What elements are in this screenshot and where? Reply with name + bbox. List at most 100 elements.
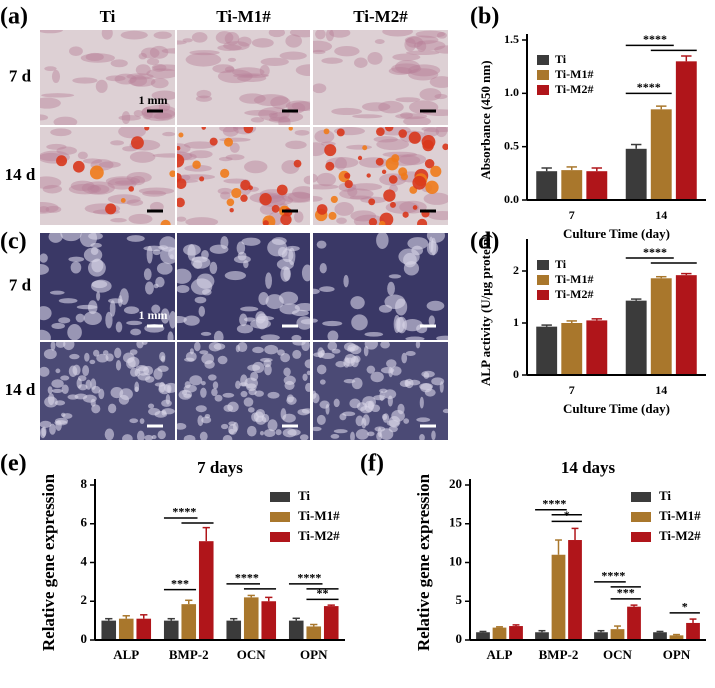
- texture-blob: [109, 300, 116, 317]
- texture-blob: [82, 365, 90, 377]
- texture-blob: [87, 259, 106, 277]
- texture-blob: [67, 394, 79, 400]
- texture-blob: [339, 413, 347, 421]
- bar: [509, 626, 523, 640]
- texture-blob: [300, 319, 310, 325]
- texture-blob: [395, 113, 428, 120]
- significance-label: ****: [643, 245, 667, 259]
- texture-blob: [284, 380, 295, 390]
- legend-swatch: [537, 70, 549, 80]
- y-axis-title: Relative gene expression: [414, 473, 433, 651]
- texture: [177, 30, 310, 125]
- texture-blob: [405, 36, 424, 48]
- texture-blob: [281, 192, 310, 203]
- texture: [177, 342, 310, 440]
- texture-blob: [220, 191, 231, 200]
- texture-blob: [98, 388, 105, 400]
- texture-blob: [217, 44, 242, 51]
- texture-blob: [283, 266, 291, 281]
- texture-blob: [319, 262, 327, 274]
- nodule: [424, 158, 435, 169]
- texture-blob: [334, 46, 360, 57]
- texture-blob: [191, 32, 208, 43]
- texture-blob: [233, 127, 245, 130]
- texture-blob: [91, 404, 101, 414]
- nodule: [177, 197, 185, 208]
- nodule: [344, 179, 353, 189]
- texture-blob: [75, 313, 85, 323]
- texture-blob: [146, 245, 153, 264]
- texture-blob: [195, 405, 207, 413]
- bar: [653, 632, 667, 640]
- nodule: [366, 173, 371, 178]
- y-axis-title: Relative gene expression: [39, 473, 58, 651]
- texture-blob: [233, 73, 269, 79]
- texture-blob: [130, 328, 142, 336]
- texture-blob: [149, 45, 169, 59]
- texture-blob: [400, 112, 413, 119]
- texture-blob: [90, 242, 102, 248]
- texture-blob: [297, 408, 310, 416]
- texture-blob: [355, 429, 369, 440]
- legend-label: Ti-M2#: [555, 287, 593, 301]
- texture-blob: [285, 34, 302, 48]
- legend-swatch: [270, 512, 290, 522]
- nodule: [381, 169, 387, 175]
- texture-blob: [105, 311, 113, 329]
- texture-blob: [367, 51, 383, 65]
- bar: [551, 554, 566, 640]
- nodule: [402, 211, 409, 218]
- texture-blob: [370, 371, 384, 383]
- row-label: 7 d: [9, 275, 32, 294]
- nodule: [408, 131, 421, 144]
- texture-blob: [313, 83, 327, 94]
- texture-blob: [40, 30, 63, 34]
- y-tick-label: 4: [81, 553, 88, 568]
- texture-blob: [247, 425, 257, 437]
- texture-blob: [56, 146, 77, 155]
- texture-blob: [315, 30, 326, 40]
- texture-blob: [386, 359, 397, 368]
- texture-blob: [213, 330, 224, 340]
- texture: [40, 342, 175, 440]
- texture-blob: [331, 107, 363, 116]
- texture-blob: [360, 405, 373, 414]
- x-tick-label: 14: [655, 383, 667, 397]
- texture-blob: [183, 357, 195, 362]
- texture-blob: [217, 69, 253, 84]
- texture-blob: [287, 191, 310, 203]
- texture-blob: [313, 184, 339, 190]
- texture-blob: [151, 304, 161, 314]
- texture-blob: [130, 175, 146, 186]
- nodule: [412, 205, 418, 210]
- texture-blob: [62, 413, 73, 419]
- nodule: [323, 128, 330, 135]
- texture-blob: [134, 368, 141, 377]
- texture-blob: [419, 88, 442, 101]
- texture-blob: [235, 380, 241, 390]
- texture-blob: [319, 286, 335, 292]
- nodule: [336, 128, 345, 137]
- texture-blob: [215, 31, 234, 44]
- micrograph: [313, 342, 448, 440]
- legend-swatch: [537, 55, 549, 65]
- bar: [101, 620, 117, 640]
- texture-blob: [68, 183, 102, 195]
- texture-blob: [153, 368, 163, 380]
- scale-bar-label: 1 mm: [139, 93, 168, 107]
- texture: [313, 30, 448, 125]
- texture-blob: [269, 111, 304, 123]
- texture-blob: [200, 331, 212, 336]
- y-tick-label: 15: [449, 515, 463, 530]
- y-tick-label: 8: [81, 476, 88, 491]
- significance-label: ****: [643, 32, 667, 46]
- texture-blob: [366, 365, 376, 374]
- nodule: [220, 168, 230, 179]
- texture-blob: [314, 129, 335, 144]
- texture-blob: [394, 60, 421, 74]
- nodule: [362, 145, 368, 151]
- texture-blob: [51, 388, 63, 393]
- texture-blob: [98, 161, 121, 168]
- legend-swatch: [631, 532, 651, 542]
- texture-blob: [58, 317, 71, 324]
